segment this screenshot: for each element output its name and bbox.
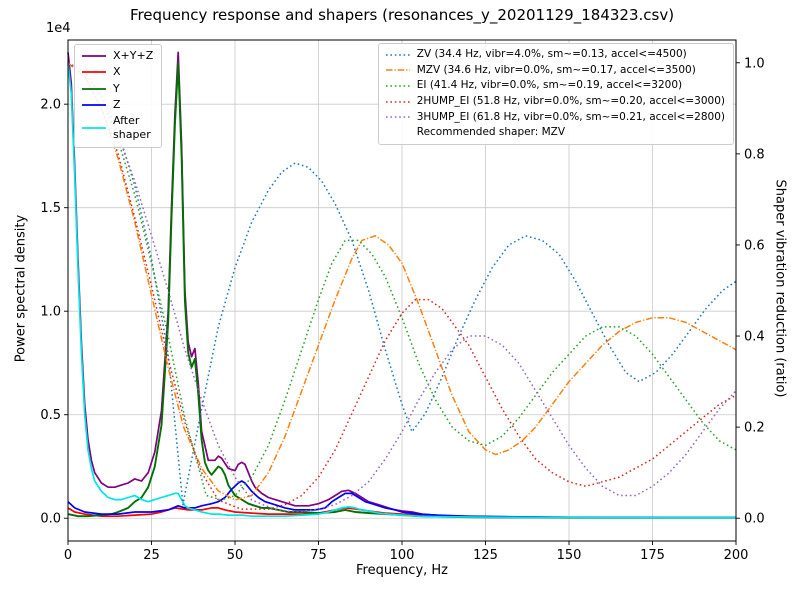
legend-2hump-ei: 2HUMP_EI (51.8 Hz, vibr=0.0%, sm~=0.20, …	[385, 95, 725, 109]
legend-after-shaper-swatch	[82, 127, 106, 130]
curve-x	[67, 507, 736, 519]
y-tick-label-left: 0.5	[40, 408, 61, 423]
legend-z: Z	[81, 98, 153, 112]
y-tick-label-left: 1.0	[40, 305, 61, 320]
legend-zv: ZV (34.4 Hz, vibr=4.0%, sm~=0.13, accel<…	[385, 48, 725, 62]
y-tick-label-left: 0.0	[40, 512, 61, 527]
legend-after-shaper-label: After shaper	[113, 114, 151, 142]
curve-2hump-ei	[67, 62, 737, 510]
legend-zv-label: ZV (34.4 Hz, vibr=4.0%, sm~=0.13, accel<…	[416, 48, 687, 60]
x-tick-label: 50	[227, 548, 244, 563]
legend-z-swatch	[82, 104, 106, 106]
x-tick-label: 25	[143, 548, 160, 563]
legend-3hump-ei-label: 3HUMP_EI (61.8 Hz, vibr=0.0%, sm~=0.21, …	[416, 110, 725, 123]
y-tick-label-right: 0.6	[744, 238, 765, 253]
left-axis-label: Power spectral density	[13, 214, 29, 363]
legend-mzv-label: MZV (34.6 Hz, vibr=0.0%, sm~=0.17, accel…	[416, 63, 696, 76]
y-tick-label-right: 0.8	[744, 147, 765, 162]
legend-y: Y	[81, 82, 153, 96]
legend-xyz-label: X+Y+Z	[113, 49, 154, 62]
y-tick-label-right: 0.2	[744, 421, 765, 436]
legend-xyz-swatch	[82, 55, 106, 58]
legend-xyz: X+Y+Z	[81, 49, 153, 63]
axes-frame	[67, 39, 737, 542]
y-tick-label-right: 0.4	[744, 330, 765, 345]
x-axis-label: Frequency, Hz	[355, 563, 449, 578]
y-tick-label-left: 1.5	[40, 201, 61, 216]
x-tick-label: 200	[724, 548, 749, 563]
legend-recommendation-label: Recommended shaper: MZV	[416, 126, 566, 139]
legend-2hump-ei-swatch	[385, 100, 410, 103]
legend-after-shaper: After shaper	[81, 114, 153, 143]
legend-ei: EI (41.4 Hz, vibr=0.0%, sm~=0.19, accel<…	[385, 79, 725, 93]
x-tick-label: 75	[310, 548, 327, 563]
legend-3hump-ei: 3HUMP_EI (61.8 Hz, vibr=0.0%, sm~=0.21, …	[385, 111, 725, 125]
x-tick-label: 125	[473, 548, 498, 563]
x-tick-label: 150	[557, 548, 582, 563]
legend-recommendation-swatch	[385, 130, 411, 136]
legend-ei-label: EI (41.4 Hz, vibr=0.0%, sm~=0.19, accel<…	[416, 79, 683, 92]
curve-xyz	[67, 51, 736, 519]
legend-y-swatch	[82, 87, 106, 90]
legend-mzv: MZV (34.6 Hz, vibr=0.0%, sm~=0.17, accel…	[385, 64, 725, 78]
curve-3hump-ei	[67, 62, 737, 513]
x-tick-label: 0	[64, 548, 72, 563]
legend-recommendation: Recommended shaper: MZV	[385, 126, 725, 140]
curve-zv	[67, 62, 737, 506]
curve-z	[67, 480, 736, 519]
legend-zv-swatch	[385, 54, 410, 56]
y-tick-label-right: 0.0	[744, 512, 765, 527]
legend-x-swatch	[82, 71, 106, 74]
legend-z-label: Z	[113, 97, 121, 111]
right-axis-label: Shaper vibration reduction (ratio)	[772, 179, 788, 398]
curve-after-shaper	[67, 62, 736, 519]
shaper-legend: ZV (34.4 Hz, vibr=4.0%, sm~=0.13, accel<…	[377, 43, 734, 145]
legend-ei-swatch	[385, 85, 410, 87]
chart-title: Frequency response and shapers (resonanc…	[129, 6, 675, 24]
y-tick-label-right: 1.0	[744, 56, 765, 71]
legend-y-label: Y	[113, 81, 120, 95]
y-axis-offset-label: 1e4	[46, 21, 71, 36]
legend-x: X	[81, 65, 153, 79]
legend-x-label: X	[113, 65, 121, 79]
curve-mzv	[67, 62, 737, 501]
x-tick-label: 175	[640, 548, 665, 563]
x-tick-label: 100	[390, 548, 415, 563]
y-tick-label-left: 2.0	[40, 98, 61, 113]
legend-2hump-ei-label: 2HUMP_EI (51.8 Hz, vibr=0.0%, sm~=0.20, …	[416, 94, 725, 107]
legend-3hump-ei-swatch	[385, 116, 410, 119]
psd-legend: X+Y+Z X Y Z After shaper	[74, 44, 163, 148]
legend-mzv-swatch	[385, 69, 410, 72]
